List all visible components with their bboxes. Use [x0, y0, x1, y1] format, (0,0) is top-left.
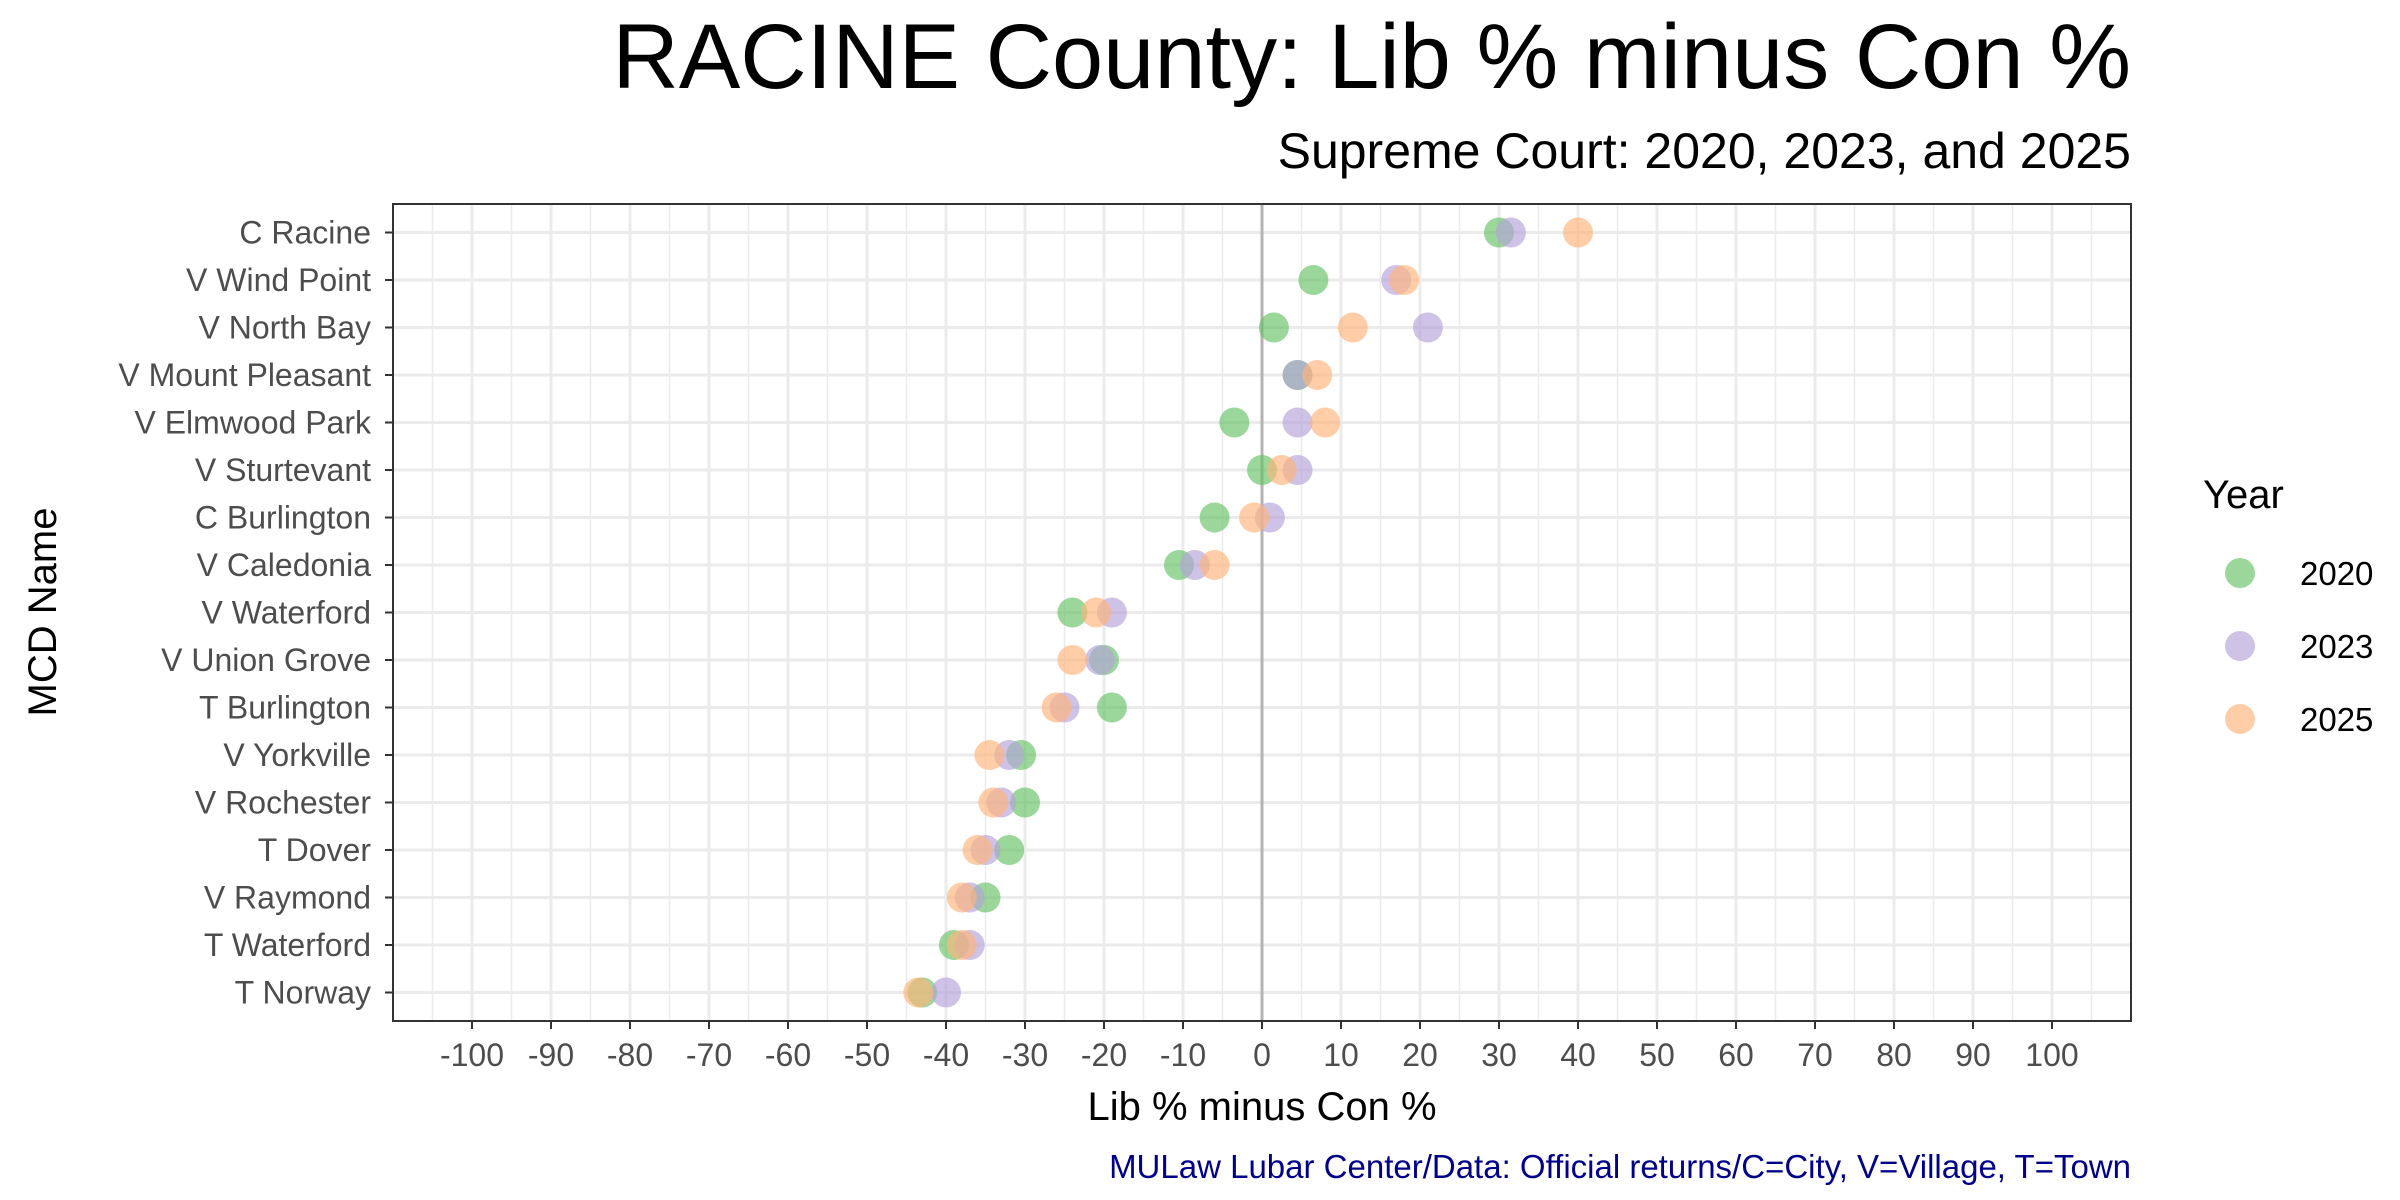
x-tick-label: 0: [1253, 1037, 1271, 1073]
point-2025: [974, 740, 1005, 770]
x-tick-label: 40: [1560, 1037, 1596, 1073]
legend-title: Year: [2203, 473, 2284, 517]
legend-key-2020: [2225, 558, 2255, 588]
x-tick-label: 70: [1797, 1037, 1833, 1073]
x-tick-label: -40: [923, 1037, 969, 1073]
point-2025: [1199, 550, 1230, 580]
point-2020: [1199, 502, 1230, 533]
y-tick-label: V North Bay: [198, 310, 371, 346]
point-2025: [978, 787, 1009, 818]
y-tick-label: V Rochester: [195, 785, 371, 821]
x-tick-label: -90: [528, 1037, 574, 1073]
x-tick-label: 50: [1639, 1037, 1675, 1073]
y-tick-label: C Burlington: [195, 500, 371, 536]
point-2025: [1057, 645, 1088, 675]
point-2025: [1563, 217, 1593, 248]
legend-label: 2023: [2300, 628, 2373, 665]
legend-label: 2020: [2300, 555, 2373, 592]
x-tick-label: 10: [1323, 1037, 1359, 1073]
x-tick-label: 20: [1402, 1037, 1438, 1073]
y-tick-label: T Burlington: [199, 690, 371, 726]
point-2025: [1302, 360, 1333, 390]
x-tick-label: -50: [844, 1037, 890, 1073]
x-tick-label: 60: [1718, 1037, 1754, 1073]
y-tick-label: V Raymond: [204, 880, 371, 916]
y-axis-title: MCD Name: [21, 508, 65, 717]
point-2023: [1085, 645, 1116, 675]
point-2025: [1310, 407, 1341, 438]
x-tick-label: -20: [1081, 1037, 1127, 1073]
point-2023: [1282, 407, 1313, 438]
point-2020: [1258, 312, 1289, 343]
x-tick-label: 90: [1955, 1037, 1991, 1073]
x-tick-label: -80: [607, 1037, 653, 1073]
y-tick-label: C Racine: [239, 215, 371, 251]
point-2025: [962, 835, 993, 865]
chart-subtitle: Supreme Court: 2020, 2023, and 2025: [1278, 123, 2131, 179]
grid: [393, 204, 2131, 1021]
point-2020: [1298, 265, 1329, 295]
point-2025: [1081, 597, 1112, 628]
y-tick-label: V Sturtevant: [195, 452, 371, 488]
point-2020: [1057, 597, 1088, 628]
x-tick-label: 80: [1876, 1037, 1912, 1073]
y-tick-label: V Caledonia: [197, 547, 372, 583]
point-2025: [1239, 502, 1270, 533]
x-tick-label: -60: [765, 1037, 811, 1073]
y-tick-label: V Mount Pleasant: [118, 357, 371, 393]
x-tick-label: -10: [1160, 1037, 1206, 1073]
point-2025: [1266, 455, 1297, 485]
y-tick-label: T Waterford: [204, 927, 371, 963]
y-axis: C Racine V Wind Point V North Bay V Mount P…: [118, 215, 393, 1011]
x-axis: -100 -90 -80 -70 -60 -50 -40 -30 -20 -10 0 10 20 30 40…: [440, 1021, 2079, 1073]
point-2025: [1041, 692, 1072, 723]
y-tick-label: V Wind Point: [186, 262, 371, 298]
point-2025: [1389, 265, 1420, 295]
point-2023: [1495, 217, 1526, 248]
legend-label: 2025: [2300, 701, 2373, 738]
x-tick-label: -30: [1002, 1037, 1048, 1073]
point-2025: [903, 977, 934, 1008]
y-tick-label: V Waterford: [201, 595, 371, 631]
y-tick-label: T Norway: [235, 975, 371, 1011]
legend: Year 2020 2023 2025: [2203, 473, 2373, 738]
x-tick-label: 30: [1481, 1037, 1517, 1073]
x-tick-label: -100: [440, 1037, 504, 1073]
x-axis-title: Lib % minus Con %: [1087, 1085, 1436, 1129]
legend-key-2025: [2225, 704, 2255, 734]
y-tick-label: T Dover: [258, 832, 372, 868]
point-2025: [946, 882, 977, 913]
chart-title: RACINE County: Lib % minus Con %: [612, 6, 2131, 108]
y-tick-label: V Union Grove: [161, 642, 371, 678]
point-2020: [1010, 787, 1040, 818]
point-2020: [994, 835, 1025, 865]
legend-key-2023: [2225, 631, 2255, 661]
point-2020: [1219, 407, 1250, 438]
y-tick-label: V Elmwood Park: [134, 405, 372, 441]
point-2023: [1412, 312, 1443, 343]
y-tick-label: V Yorkville: [223, 737, 371, 773]
data-points: [903, 217, 1593, 1008]
x-tick-label: -70: [686, 1037, 732, 1073]
point-2020: [1096, 692, 1127, 723]
x-tick-label: 100: [2025, 1037, 2078, 1073]
point-2025: [946, 930, 977, 960]
point-2023: [931, 977, 961, 1008]
point-2025: [1337, 312, 1368, 343]
caption: MULaw Lubar Center/Data: Official return…: [1109, 1148, 2131, 1185]
